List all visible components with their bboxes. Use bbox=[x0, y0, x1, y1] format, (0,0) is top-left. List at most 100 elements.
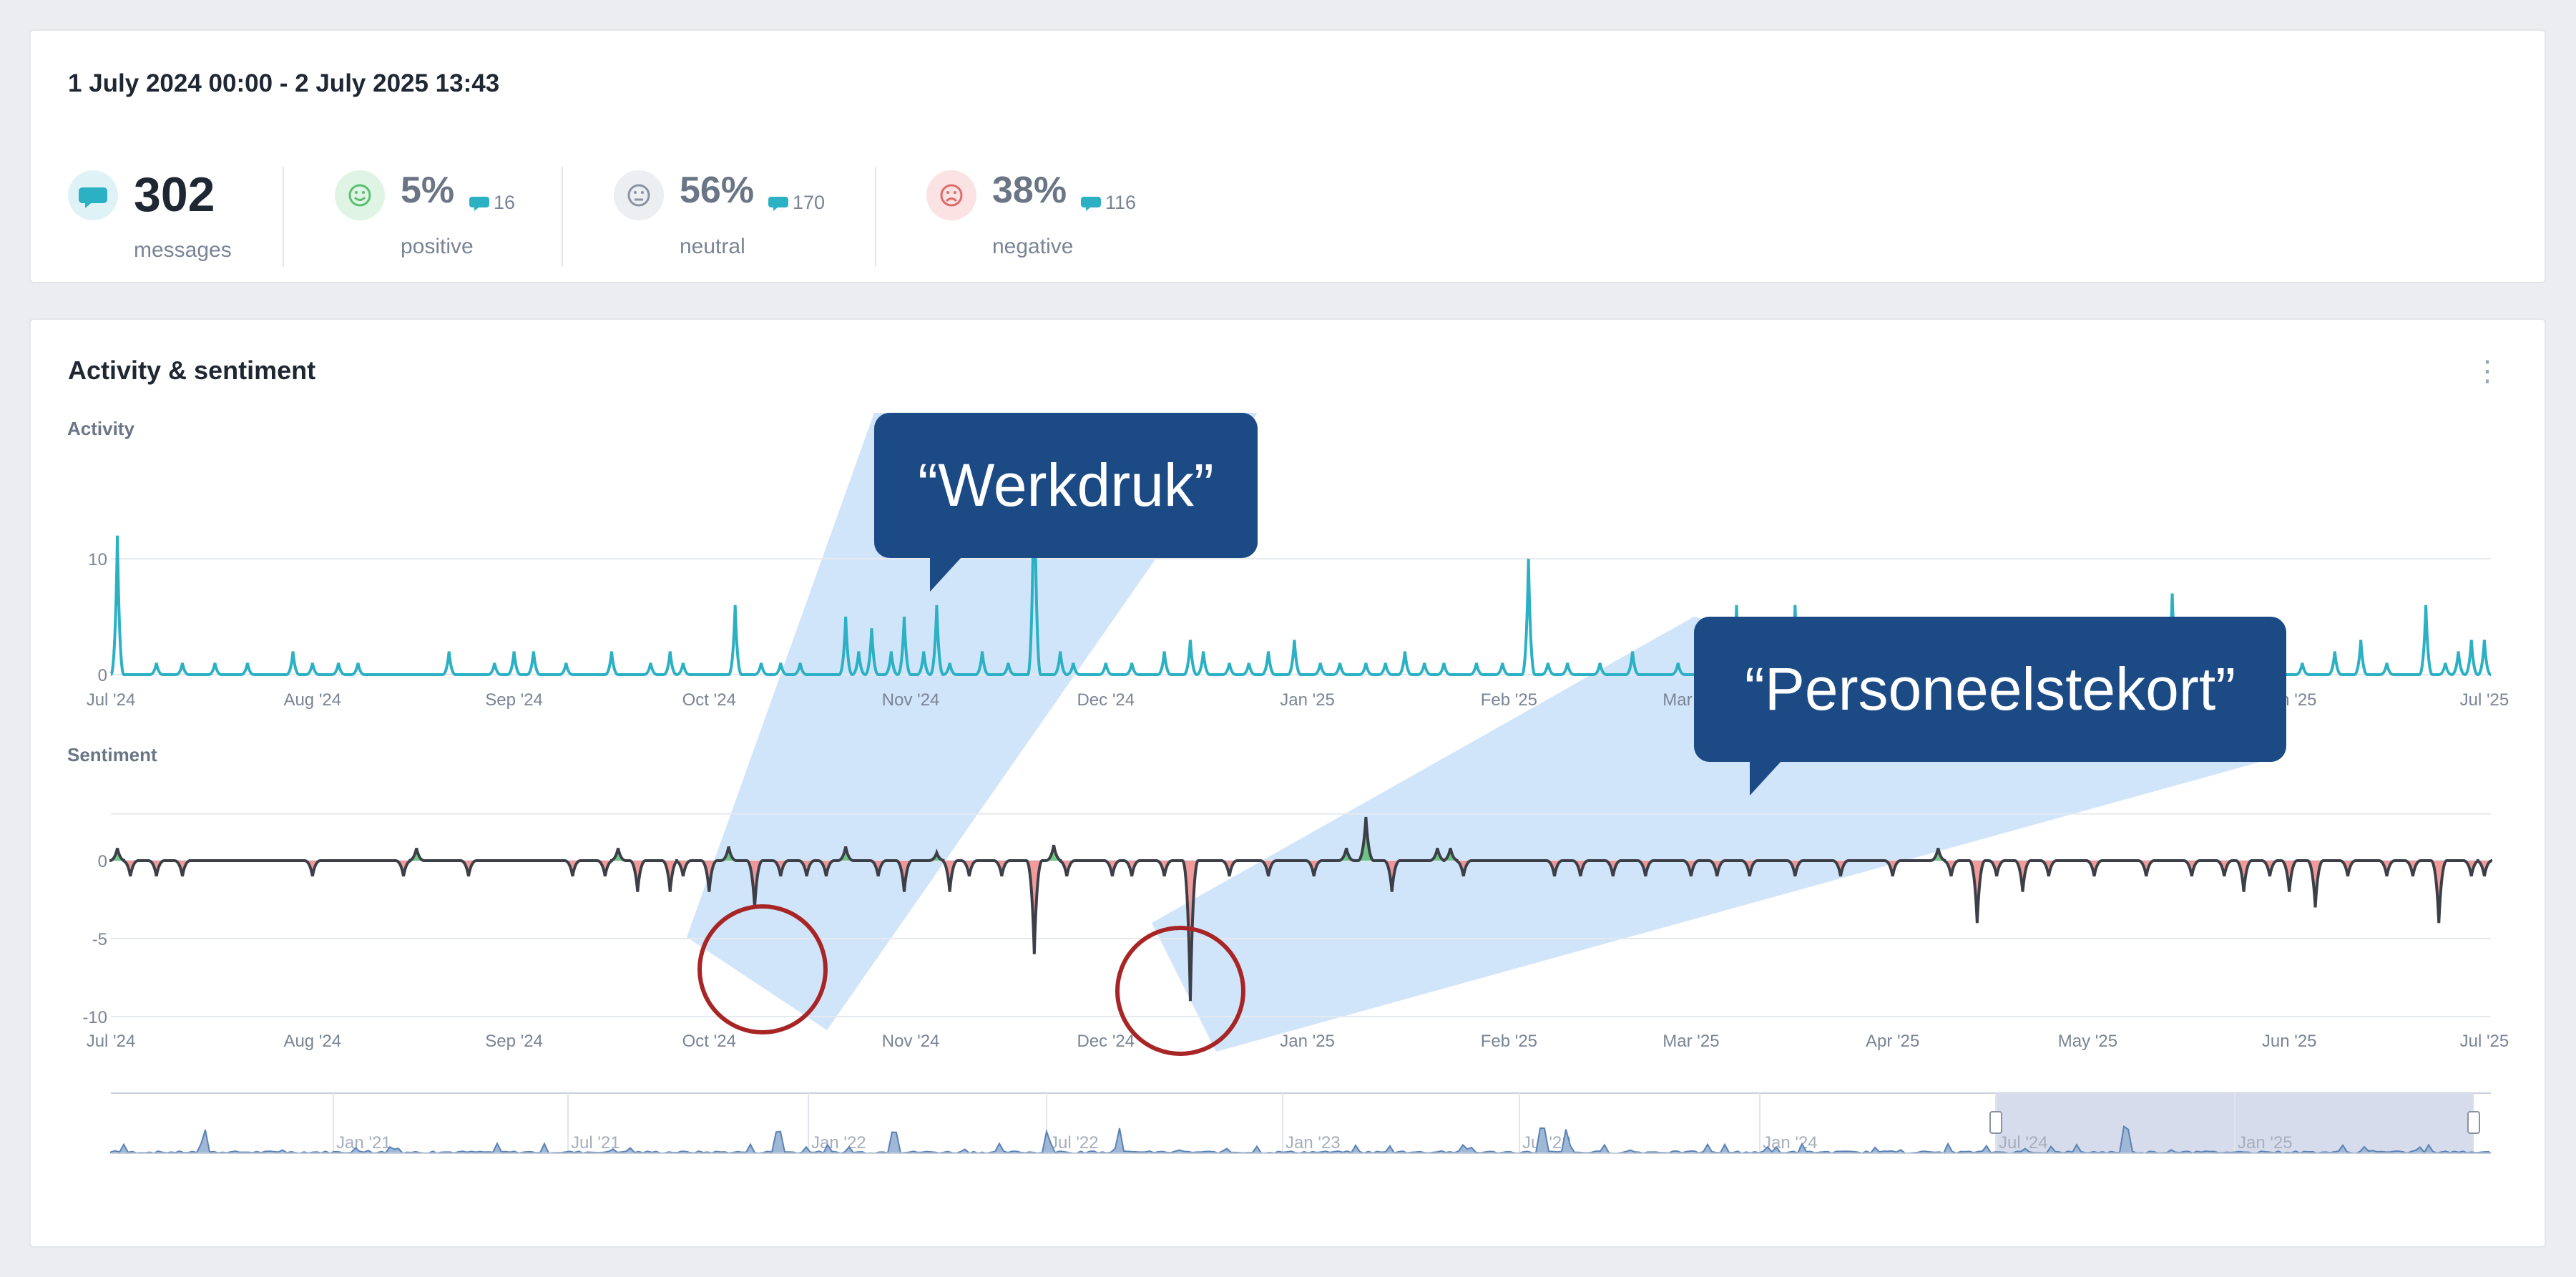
y-tick-label: 0 bbox=[98, 666, 107, 685]
sentiment-fill bbox=[798, 861, 815, 876]
x-tick-label: Sep '24 bbox=[485, 690, 543, 710]
sentiment-fill bbox=[2431, 861, 2447, 924]
positive-count: 16 bbox=[494, 192, 516, 213]
x-tick-label: Dec '24 bbox=[1077, 690, 1135, 710]
sentiment-fill bbox=[2476, 861, 2492, 876]
neutral-count: 170 bbox=[793, 192, 826, 213]
sentiment-fill bbox=[1832, 861, 1848, 876]
sentiment-fill bbox=[2307, 861, 2323, 908]
sentiment-fill bbox=[1338, 848, 1355, 861]
sentiment-fill bbox=[994, 861, 1010, 876]
neutral-face-icon bbox=[614, 170, 664, 220]
sentiment-fill bbox=[597, 861, 613, 876]
x-tick-label: Dec '24 bbox=[1077, 1032, 1135, 1051]
sentiment-chart: Sentiment 0 -5 -10 Jul '24 Aug '24 Sep '24 Oct … bbox=[67, 744, 2509, 1051]
activity-label: Activity bbox=[67, 418, 134, 439]
sad-face-icon bbox=[926, 170, 976, 220]
sentiment-fill bbox=[720, 846, 737, 861]
sentiment-fill bbox=[1637, 861, 1654, 876]
navigator-handle-left[interactable] bbox=[1989, 1111, 2002, 1134]
sentiment-fill bbox=[1046, 845, 1062, 861]
sentiment-fill bbox=[818, 861, 834, 876]
panel-title: Activity & sentiment bbox=[68, 356, 316, 385]
sentiment-fill bbox=[961, 861, 977, 876]
sentiment-fill bbox=[746, 861, 763, 908]
sentiment-series-line bbox=[109, 816, 2493, 1002]
callout-tail bbox=[930, 557, 961, 592]
sentiment-fill bbox=[1989, 861, 2005, 876]
sentiment-fill bbox=[396, 861, 412, 876]
message-bubble-icon bbox=[469, 195, 490, 217]
callout-personeelstekort-text: “Personeelstekort” bbox=[1744, 655, 2236, 723]
x-tick-label: Mar '25 bbox=[1662, 1032, 1719, 1051]
sentiment-fill bbox=[701, 861, 718, 892]
total-count: 302 bbox=[134, 167, 215, 222]
x-tick-label: Apr '25 bbox=[1866, 1032, 1919, 1051]
navigator-tick-label: Jan '22 bbox=[811, 1133, 866, 1153]
neutral-stat: 56% 170 neutral bbox=[614, 142, 850, 258]
sentiment-fill bbox=[2086, 861, 2102, 876]
x-tick-label: Oct '24 bbox=[682, 1032, 736, 1051]
x-tick-label: Jul '24 bbox=[87, 690, 136, 710]
sentiment-fill bbox=[1358, 816, 1374, 861]
sentiment-fill bbox=[1572, 861, 1589, 876]
sentiment-fill bbox=[1221, 861, 1238, 876]
total-messages-stat: 302 messages bbox=[68, 142, 254, 262]
sentiment-fill bbox=[1124, 861, 1140, 876]
sentiment-fill bbox=[2138, 861, 2155, 876]
x-tick-label: Feb '25 bbox=[1481, 690, 1537, 710]
sentiment-fill bbox=[1787, 861, 1803, 876]
sentiment-fill bbox=[1969, 861, 1985, 924]
neutral-percent: 56% bbox=[680, 170, 755, 211]
x-tick-label: Aug '24 bbox=[283, 690, 341, 710]
callout-werkdruk: “Werkdruk” bbox=[874, 413, 1258, 592]
x-tick-label: Jul '24 bbox=[87, 1032, 136, 1051]
navigator-tick-label: Jul '22 bbox=[1049, 1133, 1099, 1153]
sentiment-fill bbox=[148, 861, 165, 876]
negative-label: negative bbox=[992, 235, 1074, 258]
x-tick-label: Aug '24 bbox=[283, 1032, 341, 1051]
x-tick-label: May '25 bbox=[2058, 1032, 2117, 1051]
sentiment-fill bbox=[1260, 861, 1277, 876]
y-tick-label: -5 bbox=[92, 930, 107, 949]
sentiment-fill bbox=[1059, 861, 1075, 876]
sentiment-fill bbox=[773, 861, 789, 876]
positive-percent: 5% bbox=[401, 170, 455, 211]
y-tick-label: -10 bbox=[82, 1008, 107, 1027]
sentiment-fill bbox=[675, 861, 691, 876]
callout-personeelstekort: “Personeelstekort” bbox=[1694, 617, 2286, 796]
x-tick-label: Feb '25 bbox=[1481, 1032, 1537, 1051]
message-bubble-icon bbox=[1080, 195, 1102, 217]
negative-stat: 38% 116 negative bbox=[926, 142, 1162, 258]
sentiment-fill bbox=[662, 861, 678, 892]
callout-tail bbox=[1750, 761, 1781, 796]
x-tick-label: Jan '25 bbox=[1280, 690, 1335, 710]
navigator-tick-label: Jan '25 bbox=[2238, 1133, 2293, 1153]
beam-werkdruk bbox=[687, 413, 1258, 1030]
highlight-circle bbox=[697, 904, 828, 1034]
navigator-handle-right[interactable] bbox=[2467, 1111, 2480, 1134]
sentiment-fill bbox=[109, 848, 126, 861]
sentiment-fill bbox=[1605, 861, 1621, 876]
sentiment-fill bbox=[1104, 861, 1120, 876]
x-tick-label: Jun '25 bbox=[2262, 1032, 2317, 1051]
smile-icon bbox=[335, 170, 385, 220]
kebab-menu-icon[interactable]: ⋮ bbox=[2473, 356, 2502, 387]
sentiment-fill bbox=[2463, 861, 2479, 876]
sentiment-fill bbox=[1455, 861, 1471, 876]
sentiment-label: Sentiment bbox=[67, 744, 157, 765]
sentiment-fill bbox=[1156, 861, 1172, 876]
sentiment-fill bbox=[2281, 861, 2298, 892]
message-bubble-icon bbox=[768, 195, 789, 217]
sentiment-fill bbox=[2183, 861, 2200, 876]
sentiment-fill bbox=[2261, 861, 2278, 876]
sentiment-fill bbox=[2379, 861, 2395, 876]
x-tick-label: Jul '25 bbox=[2460, 690, 2509, 710]
sentiment-fill bbox=[1429, 848, 1446, 861]
sentiment-fill bbox=[2235, 861, 2252, 892]
sentiment-fill bbox=[2216, 861, 2233, 876]
callout-werkdruk-text: “Werkdruk” bbox=[918, 451, 1214, 519]
sentiment-fill bbox=[870, 861, 886, 876]
sentiment-fill bbox=[1306, 861, 1322, 876]
